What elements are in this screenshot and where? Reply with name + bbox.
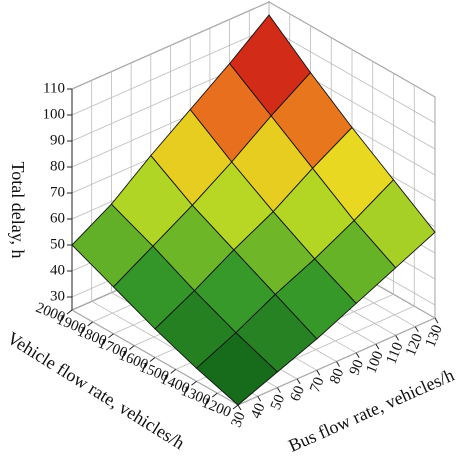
tick-mark	[87, 321, 94, 327]
x-tick-label: 70	[307, 375, 327, 395]
tick-mark	[66, 309, 73, 315]
x-tick-label: 120	[403, 331, 426, 358]
tick-mark	[232, 404, 239, 410]
z-tick-label: 80	[50, 158, 65, 174]
tick-mark	[108, 333, 114, 339]
z-tick-label: 40	[50, 262, 65, 278]
z-tick-label: 50	[50, 236, 65, 252]
x-tick-label: 130	[423, 323, 446, 350]
tick-mark	[191, 380, 197, 386]
z-tick-label: 90	[50, 132, 65, 148]
x-tick-label: 40	[248, 401, 268, 421]
tick-mark	[211, 392, 218, 398]
tick-mark	[395, 335, 400, 341]
x-tick-label: 30	[228, 410, 248, 430]
z-tick-label: 30	[50, 288, 65, 304]
z-tick-label: 70	[50, 184, 65, 200]
tick-mark	[170, 368, 177, 374]
tick-mark	[316, 369, 321, 376]
tick-mark	[276, 387, 281, 393]
tick-mark	[336, 361, 340, 367]
x-tick-label: 80	[327, 366, 347, 386]
tick-mark	[414, 326, 419, 332]
x-tick-label: 50	[268, 392, 288, 412]
tick-mark	[149, 357, 156, 362]
tick-mark	[375, 343, 380, 350]
tick-mark	[257, 396, 262, 402]
tick-mark	[296, 378, 301, 385]
x-tick-label: 110	[383, 340, 406, 366]
z-tick-label: 60	[50, 210, 65, 226]
z-tick-label: 100	[43, 106, 66, 122]
x-tick-label: 60	[288, 384, 308, 404]
surface-cell	[195, 332, 279, 406]
x-tick-label: 90	[347, 358, 367, 378]
tick-mark	[237, 404, 242, 411]
x-tick-label: 100	[364, 349, 387, 376]
tick-mark	[128, 345, 135, 351]
z-axis-title: Total delay, h	[8, 161, 28, 258]
tick-mark	[434, 317, 439, 324]
tick-mark	[355, 352, 360, 359]
z-tick-label: 110	[43, 80, 65, 96]
